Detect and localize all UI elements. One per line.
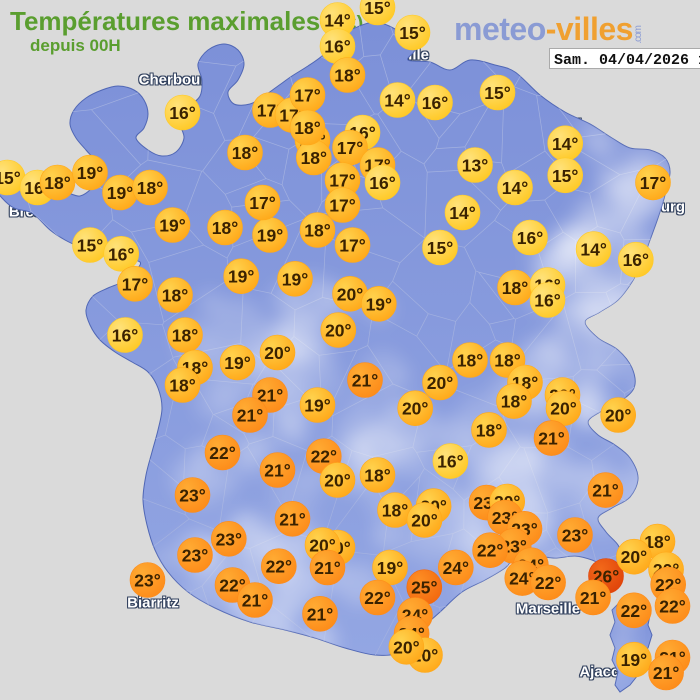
svg-text:16°: 16°: [517, 228, 543, 248]
svg-text:18°: 18°: [169, 376, 195, 396]
svg-text:16°: 16°: [108, 244, 134, 264]
svg-text:16°: 16°: [422, 93, 448, 113]
svg-text:18°: 18°: [212, 218, 238, 238]
svg-text:16°: 16°: [369, 173, 395, 193]
svg-text:19°: 19°: [304, 396, 330, 416]
svg-text:21°: 21°: [264, 461, 290, 481]
svg-text:14°: 14°: [384, 91, 410, 111]
svg-text:20°: 20°: [264, 343, 290, 363]
svg-text:20°: 20°: [337, 284, 363, 304]
svg-text:17°: 17°: [249, 193, 275, 213]
svg-text:16°: 16°: [623, 250, 649, 270]
svg-text:24°: 24°: [443, 558, 469, 578]
svg-text:16°: 16°: [534, 291, 560, 311]
svg-text:21°: 21°: [653, 663, 679, 683]
svg-text:22°: 22°: [364, 588, 390, 608]
svg-text:18°: 18°: [304, 221, 330, 241]
svg-text:18°: 18°: [382, 501, 408, 521]
svg-text:23°: 23°: [182, 546, 208, 566]
svg-text:18°: 18°: [301, 148, 327, 168]
svg-text:14°: 14°: [552, 134, 578, 154]
svg-text:19°: 19°: [366, 294, 392, 314]
svg-text:19°: 19°: [77, 163, 103, 183]
svg-text:18°: 18°: [476, 420, 502, 440]
svg-text:20°: 20°: [411, 510, 437, 530]
svg-text:19°: 19°: [224, 353, 250, 373]
svg-text:20°: 20°: [550, 399, 576, 419]
svg-text:15°: 15°: [77, 236, 103, 256]
svg-text:23°: 23°: [216, 529, 242, 549]
svg-text:19°: 19°: [282, 269, 308, 289]
svg-text:19°: 19°: [159, 216, 185, 236]
svg-text:21°: 21°: [307, 604, 333, 624]
svg-text:18°: 18°: [501, 392, 527, 412]
svg-text:18°: 18°: [232, 143, 258, 163]
svg-text:21°: 21°: [242, 591, 268, 611]
svg-text:16°: 16°: [169, 103, 195, 123]
svg-text:16°: 16°: [324, 37, 350, 57]
svg-text:18°: 18°: [364, 466, 390, 486]
svg-text:19°: 19°: [228, 267, 254, 287]
svg-text:17°: 17°: [122, 274, 148, 294]
svg-text:18°: 18°: [334, 66, 360, 86]
svg-text:16°: 16°: [437, 452, 463, 472]
svg-text:15°: 15°: [364, 0, 390, 18]
svg-text:23°: 23°: [179, 486, 205, 506]
svg-text:21°: 21°: [352, 371, 378, 391]
svg-text:22°: 22°: [659, 597, 685, 617]
svg-text:21°: 21°: [538, 429, 564, 449]
svg-text:17°: 17°: [329, 196, 355, 216]
svg-text:13°: 13°: [462, 156, 488, 176]
svg-text:17°: 17°: [337, 138, 363, 158]
svg-text:18°: 18°: [457, 351, 483, 371]
svg-text:14°: 14°: [449, 203, 475, 223]
svg-text:17°: 17°: [640, 173, 666, 193]
svg-text:18°: 18°: [44, 173, 70, 193]
svg-text:18°: 18°: [172, 326, 198, 346]
svg-text:21°: 21°: [279, 509, 305, 529]
svg-text:20°: 20°: [324, 471, 350, 491]
svg-text:15°: 15°: [484, 83, 510, 103]
svg-text:18°: 18°: [137, 178, 163, 198]
svg-text:15°: 15°: [0, 168, 21, 188]
svg-text:21°: 21°: [592, 481, 618, 501]
svg-text:21°: 21°: [314, 558, 340, 578]
svg-text:16°: 16°: [112, 326, 138, 346]
svg-text:20°: 20°: [427, 373, 453, 393]
svg-text:18°: 18°: [294, 118, 320, 138]
svg-text:22°: 22°: [209, 443, 235, 463]
svg-text:17°: 17°: [339, 236, 365, 256]
svg-text:18°: 18°: [502, 278, 528, 298]
svg-text:22°: 22°: [621, 601, 647, 621]
svg-text:17°: 17°: [294, 86, 320, 106]
svg-text:19°: 19°: [621, 650, 647, 670]
svg-text:20°: 20°: [621, 547, 647, 567]
svg-text:15°: 15°: [552, 166, 578, 186]
svg-text:20°: 20°: [402, 399, 428, 419]
svg-text:14°: 14°: [324, 11, 350, 31]
svg-text:22°: 22°: [266, 557, 292, 577]
svg-text:19°: 19°: [257, 226, 283, 246]
svg-text:19°: 19°: [107, 183, 133, 203]
svg-text:22°: 22°: [535, 573, 561, 593]
svg-text:21°: 21°: [580, 588, 606, 608]
svg-text:25°: 25°: [411, 578, 437, 598]
svg-text:15°: 15°: [427, 238, 453, 258]
svg-text:23°: 23°: [562, 526, 588, 546]
svg-text:14°: 14°: [502, 178, 528, 198]
svg-text:20°: 20°: [605, 406, 631, 426]
svg-text:18°: 18°: [162, 286, 188, 306]
svg-text:21°: 21°: [237, 406, 263, 426]
svg-text:20°: 20°: [393, 637, 419, 657]
svg-text:19°: 19°: [377, 558, 403, 578]
svg-text:14°: 14°: [580, 240, 606, 260]
svg-text:20°: 20°: [325, 321, 351, 341]
svg-text:23°: 23°: [134, 571, 160, 591]
svg-text:15°: 15°: [399, 23, 425, 43]
svg-text:22°: 22°: [477, 541, 503, 561]
